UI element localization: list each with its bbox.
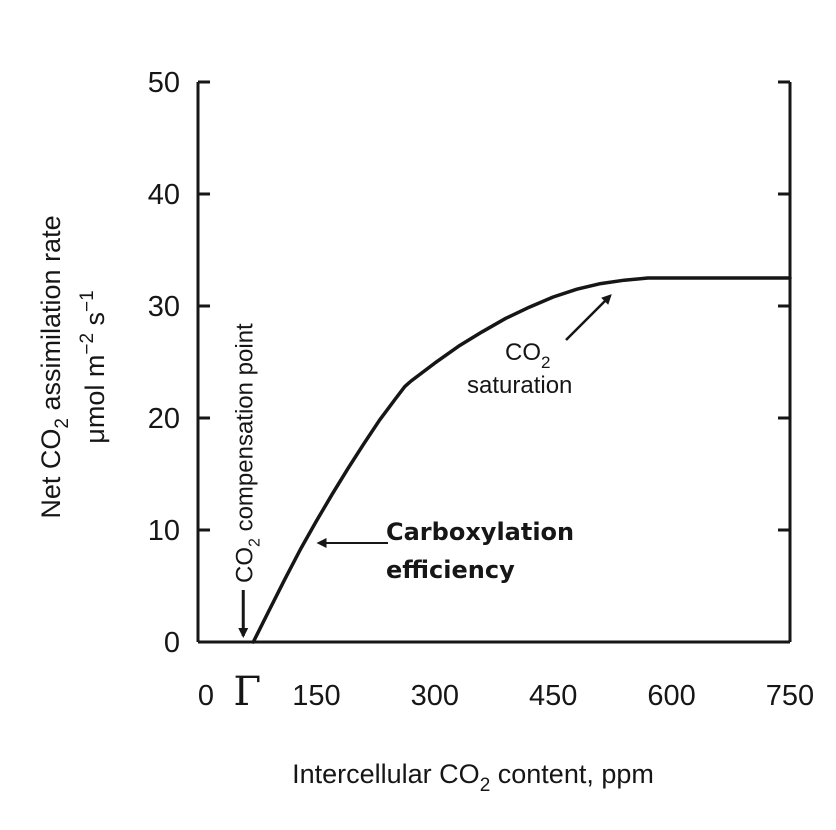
x-tick-label: 600 [647,680,695,712]
y-tick-label: 10 [148,515,180,547]
compensation-point-label: CO2 compensation point [231,323,263,583]
x-tick-label: 300 [411,680,459,712]
y-axis-ticks-right [778,80,790,644]
x-tick-label: 150 [292,680,340,712]
annotations-group: CO2 compensation point Carboxylation effic… [231,294,612,638]
carboxylation-label: Carboxylation [386,518,574,546]
y-tick-label: 40 [148,179,180,211]
y-axis-tick-labels: 0 10 20 30 40 50 [148,67,180,659]
y-tick-label: 50 [148,67,180,99]
y-axis-title-line1: Net CO2 assimilation rate [36,215,73,518]
series-group [251,276,792,644]
saturation-arrow [565,294,612,341]
carboxylation-label: efficiency [386,556,515,584]
y-tick-label: 20 [148,403,180,435]
saturation-label: saturation [467,372,572,399]
series-line [251,276,792,644]
x-axis-title: Intercellular CO2 content, ppm [292,759,654,796]
x-tick-label: 750 [766,680,814,712]
axes-frame [196,82,792,644]
y-tick-label: 30 [148,291,180,323]
x-tick-label: 0 [198,680,214,712]
y-tick-label: 0 [164,627,180,659]
y-axis-ticks-left [198,80,210,644]
saturation-label: CO2 [505,339,550,372]
y-axis-title-line2: μmol m−2 s−1 [77,290,110,443]
x-tick-label: 450 [529,680,577,712]
gamma-label: Γ [233,669,261,715]
x-axis-tick-labels: 0 150 300 450 600 750 Γ [198,669,814,715]
